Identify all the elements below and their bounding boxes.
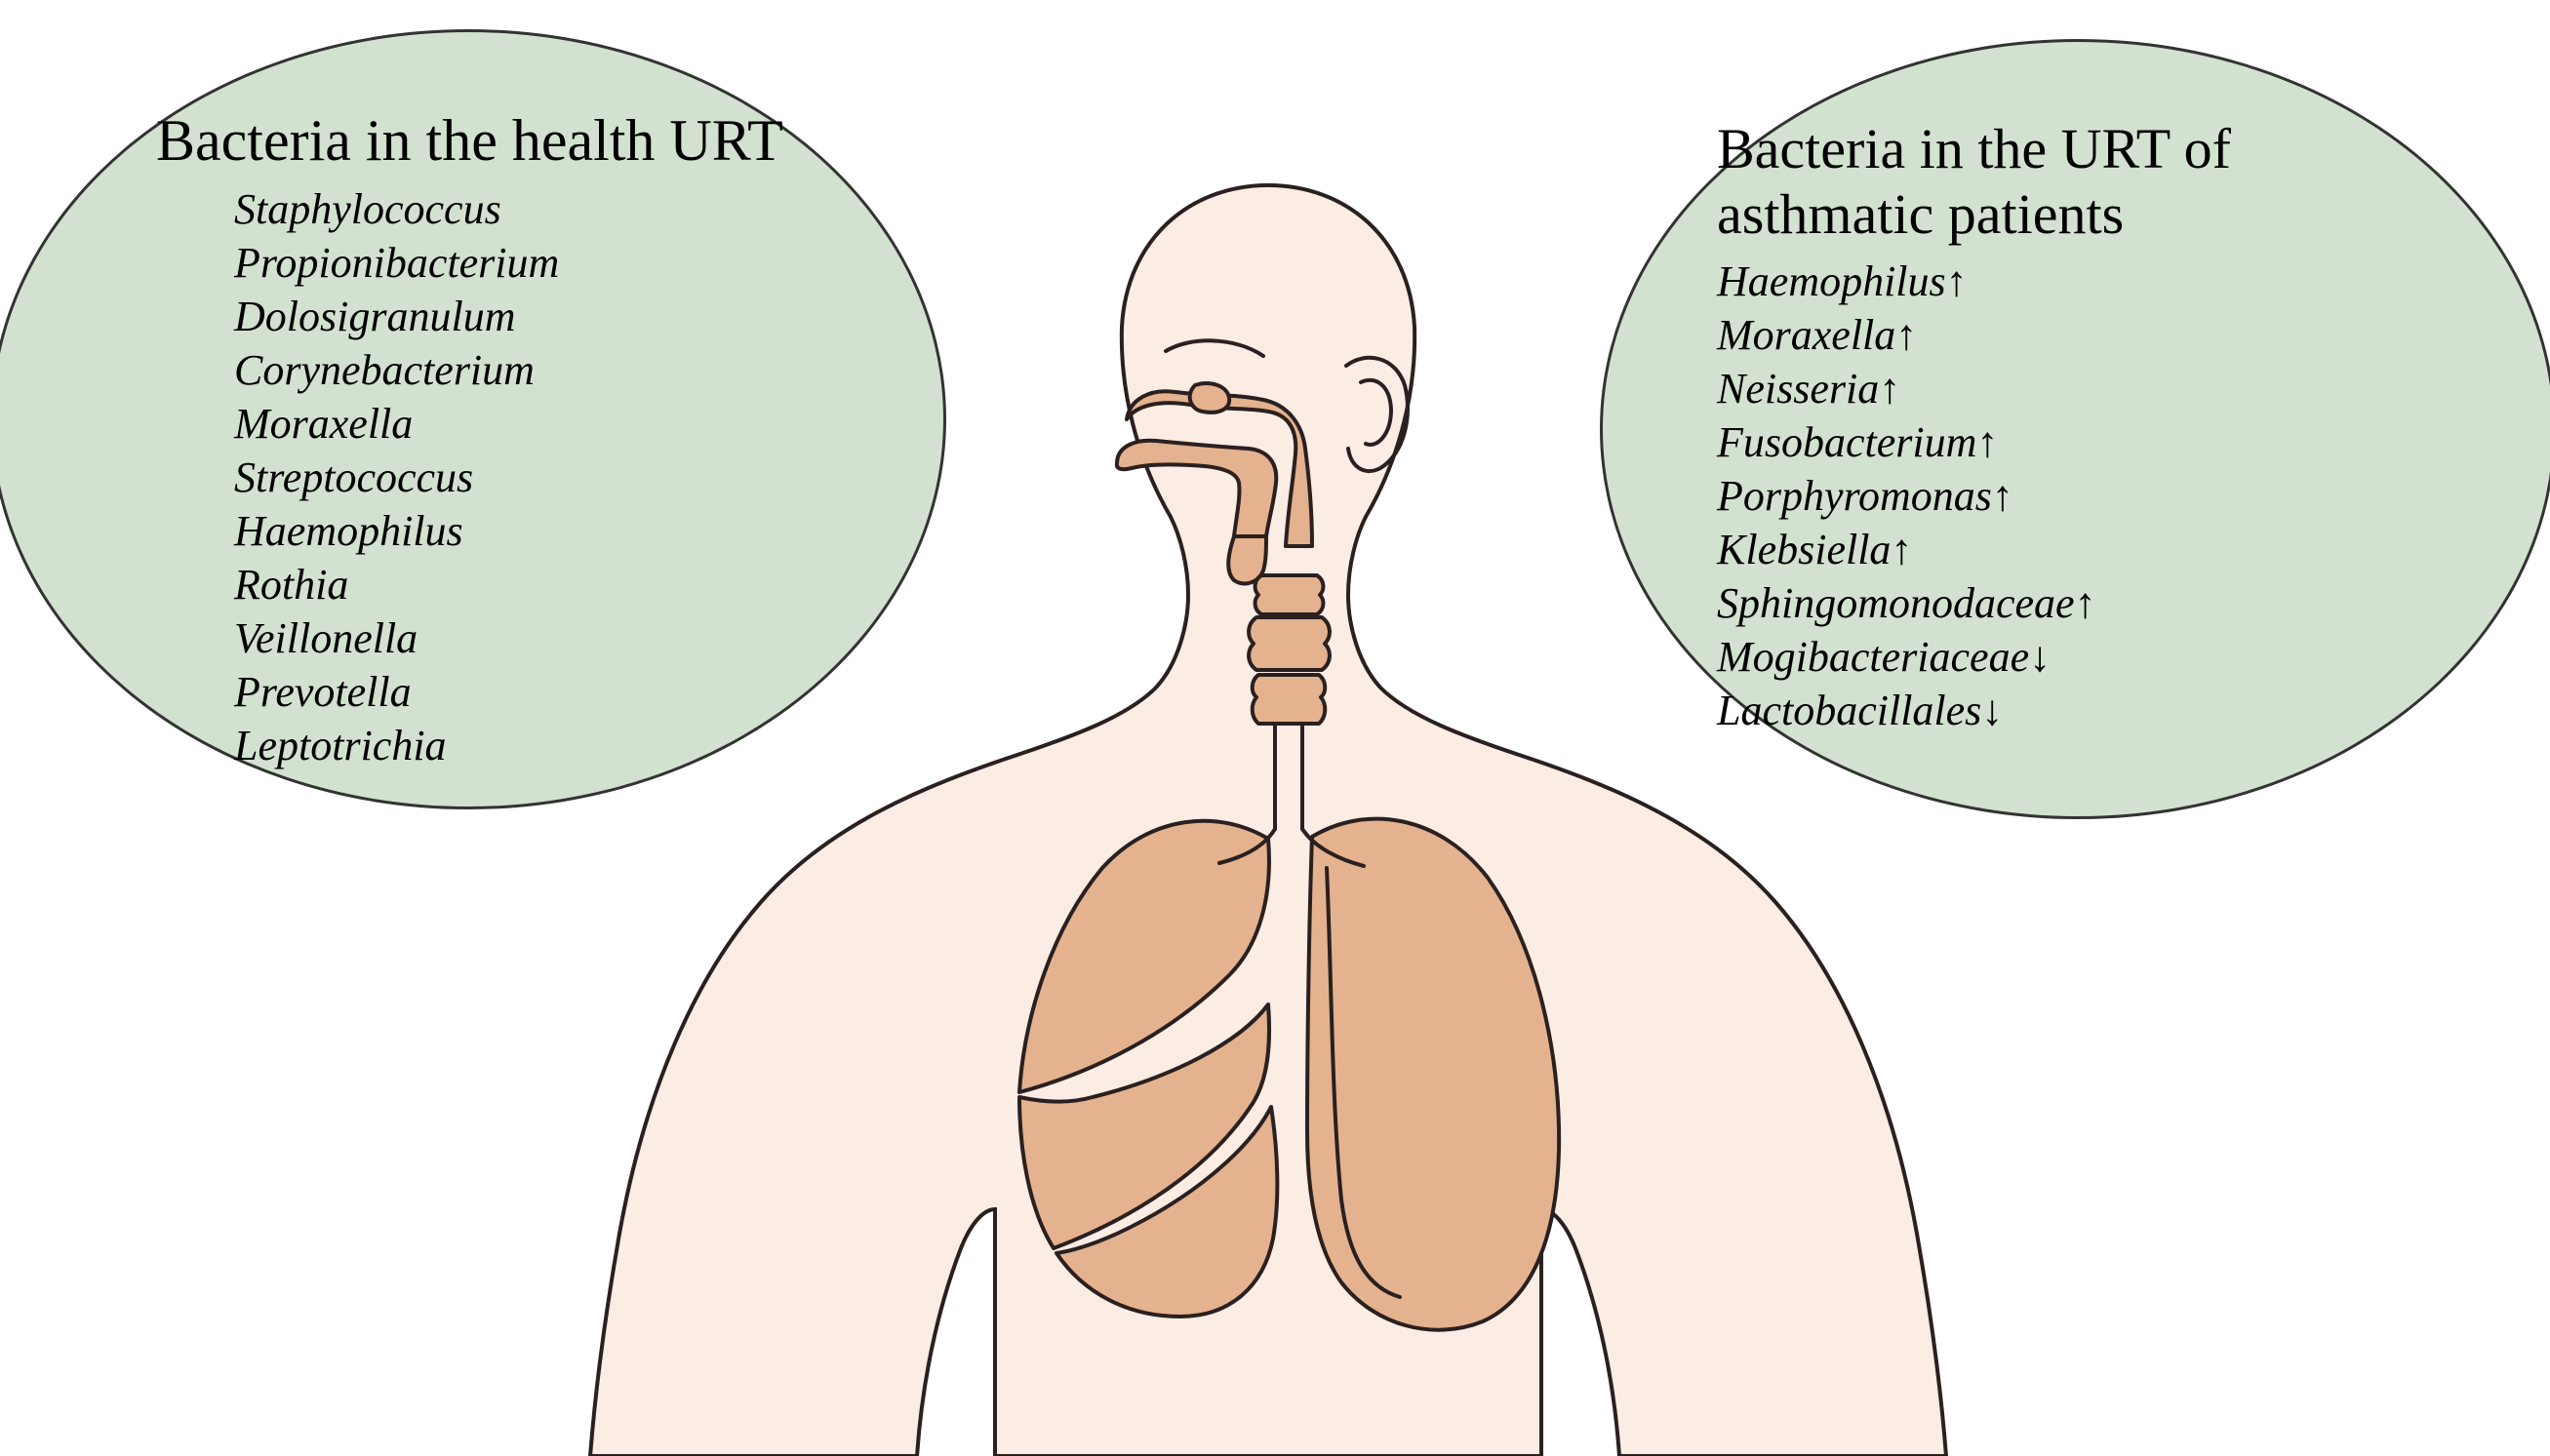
bacteria-item: Veillonella bbox=[234, 611, 559, 665]
bacteria-item: Prevotella bbox=[234, 665, 559, 719]
larynx-ring-3 bbox=[1253, 675, 1326, 724]
bacteria-item: Haemophilus bbox=[234, 504, 559, 558]
bacteria-item: Leptotrichia bbox=[234, 719, 559, 772]
nose bbox=[1190, 383, 1229, 413]
larynx-ring-1 bbox=[1255, 575, 1324, 614]
bacteria-item: Streptococcus bbox=[234, 451, 559, 504]
left-title: Bacteria in the health URT bbox=[156, 107, 783, 175]
human-figure bbox=[585, 166, 1951, 1456]
bacteria-item: Corynebacterium bbox=[234, 343, 559, 397]
larynx-ring-2 bbox=[1249, 617, 1330, 670]
bacteria-item: Dolosigranulum bbox=[234, 290, 559, 343]
bacteria-item: Moraxella bbox=[234, 397, 559, 451]
bacteria-item: Rothia bbox=[234, 558, 559, 611]
bacteria-item: Staphylococcus bbox=[234, 182, 559, 236]
left-bacteria-list: StaphylococcusPropionibacteriumDolosigra… bbox=[234, 182, 559, 772]
body-outline bbox=[590, 185, 1946, 1456]
bacteria-item: Propionibacterium bbox=[234, 236, 559, 290]
